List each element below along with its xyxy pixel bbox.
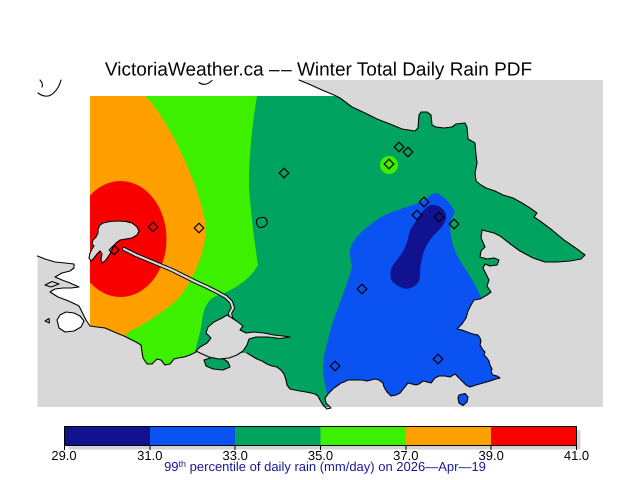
svg-text:37.0: 37.0 (393, 448, 418, 463)
svg-text:39.0: 39.0 (479, 448, 504, 463)
svg-text:99th percentile of daily rain: 99th percentile of daily rain (mm/day) o… (164, 459, 486, 474)
svg-text:35.0: 35.0 (308, 448, 333, 463)
svg-text:41.0: 41.0 (564, 448, 589, 463)
svg-text:31.0: 31.0 (137, 448, 162, 463)
svg-text:29.0: 29.0 (51, 448, 76, 463)
svg-text:VictoriaWeather.ca – – Winter: VictoriaWeather.ca – – Winter Total Dail… (105, 60, 532, 81)
svg-text:33.0: 33.0 (223, 448, 248, 463)
